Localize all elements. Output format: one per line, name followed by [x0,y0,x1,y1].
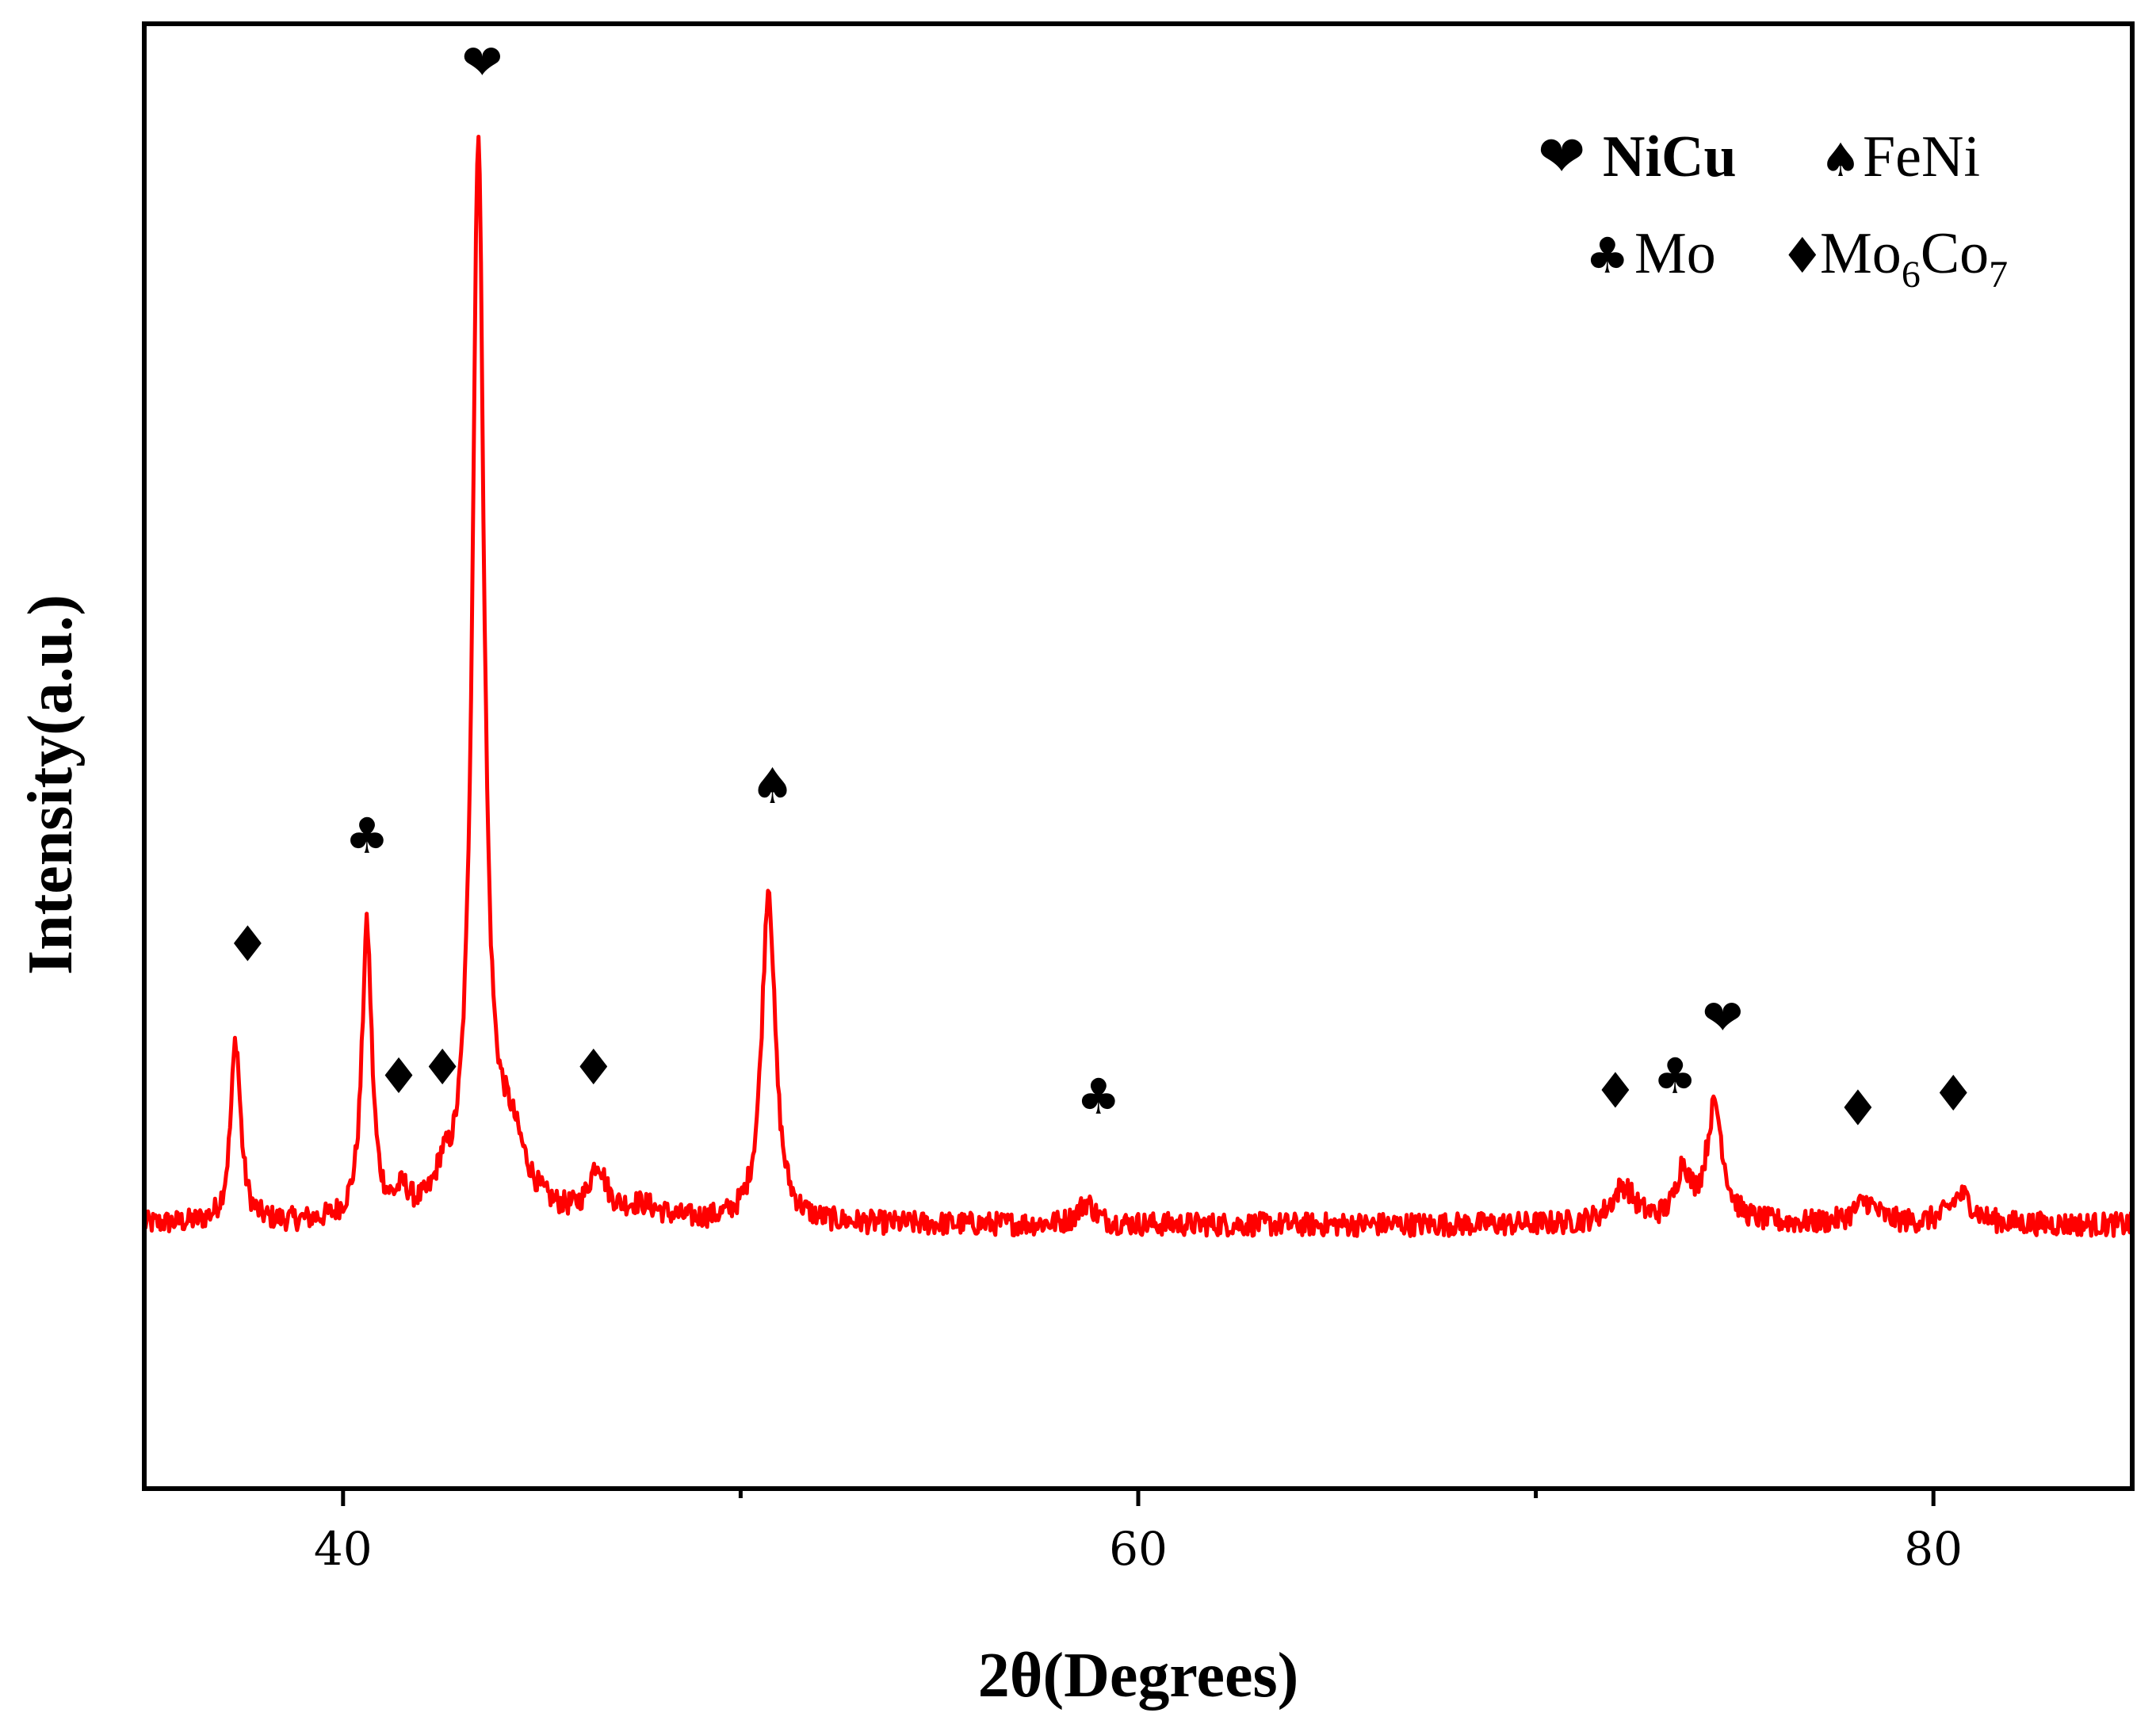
x-tick-label: 40 [314,1522,373,1576]
peak-marker-spade-icon: ♠ [751,757,795,815]
peak-marker-club-icon: ♣ [1076,1068,1121,1126]
y-axis-title: Intensity(a.u.) [16,594,86,975]
legend-label-nicu: NiCu [1603,124,1737,189]
legend-mo6co7-mo: Mo [1820,221,1902,286]
peak-marker-diamond-icon: ♦ [1931,1065,1975,1122]
legend-mo6co7-co: Co [1921,221,1989,286]
peak-marker-club-icon: ♣ [345,807,389,865]
legend-label-feni: FeNi [1863,124,1980,189]
x-tick-labels: 40 60 80 [314,1522,1963,1576]
legend-diamond-icon: ♦ [1780,227,1825,285]
peak-marker-diamond-icon: ♦ [226,916,270,973]
peak-marker-heart-icon: ❤ [1702,988,1743,1046]
x-tick-label: 80 [1904,1522,1963,1576]
peak-marker-diamond-icon: ♦ [1593,1062,1638,1120]
plot-frame [142,21,2135,1491]
legend: ❤ NiCu ♠ FeNi ♣ Mo ♦ Mo6Co7 [1538,123,2008,296]
legend-club-icon: ♣ [1585,227,1630,285]
peak-marker-diamond-icon: ♦ [420,1038,464,1096]
x-axis-title: 2θ(Degrees) [978,1641,1299,1711]
x-axis-ticks [341,1489,1936,1506]
peak-markers: ♦♣♦ ♦❤♦♠♣ ♦ ♣❤♦ ♦ [226,33,1975,1137]
xrd-series-line [142,135,2135,1238]
legend-mo6co7-sub6: 6 [1902,254,1921,296]
peak-marker-diamond-icon: ♦ [571,1038,616,1096]
peak-marker-diamond-icon: ♦ [377,1047,421,1105]
peak-marker-heart-icon: ❤ [461,33,503,91]
legend-label-mo6co7: Mo6Co7 [1820,221,2008,296]
peak-marker-diamond-icon: ♦ [1836,1080,1880,1137]
legend-mo6co7-sub7: 7 [1989,254,2008,296]
peak-marker-club-icon: ♣ [1653,1047,1697,1105]
legend-label-mo: Mo [1634,221,1716,286]
legend-spade-icon: ♠ [1820,133,1861,187]
legend-heart-icon: ❤ [1538,123,1585,189]
x-tick-label: 60 [1109,1522,1168,1576]
